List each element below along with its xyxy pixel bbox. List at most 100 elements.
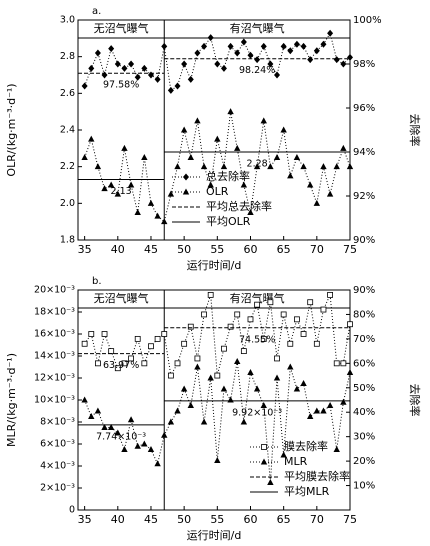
y2-tick-label: 80% xyxy=(353,309,375,320)
triangle-marker xyxy=(187,402,194,408)
square-marker xyxy=(201,311,207,318)
y-tick-label: 2.0 xyxy=(60,198,75,209)
square-marker xyxy=(227,323,234,330)
square-marker xyxy=(333,360,340,367)
diamond-marker xyxy=(134,73,141,81)
triangle-marker xyxy=(240,181,248,188)
triangle-marker xyxy=(306,413,314,419)
triangle-marker xyxy=(107,181,115,188)
legend-marker xyxy=(260,458,268,465)
diamond-marker xyxy=(154,75,161,83)
triangle-marker xyxy=(333,163,340,170)
y-tick-label: 12×10⁻³ xyxy=(34,373,75,384)
diamond-marker xyxy=(181,60,188,68)
triangle-marker xyxy=(260,402,267,408)
square-marker xyxy=(154,335,161,342)
triangle-marker xyxy=(280,451,287,458)
square-marker xyxy=(347,321,353,328)
square-marker xyxy=(294,316,300,323)
triangle-marker xyxy=(287,363,294,370)
y-tick-label: 4×10⁻³ xyxy=(40,461,75,472)
y2-axis-label: 去除率 xyxy=(408,114,422,147)
triangle-marker xyxy=(127,181,135,188)
y-tick-label: 2.2 xyxy=(60,161,75,172)
triangle-marker xyxy=(287,172,294,179)
square-marker xyxy=(187,323,194,330)
triangle-marker xyxy=(253,163,261,170)
x-tick-label: 65 xyxy=(277,243,291,256)
y2-tick-label: 70% xyxy=(353,334,375,345)
triangle-marker xyxy=(273,154,281,160)
y-tick-label: 8×10⁻³ xyxy=(40,417,75,428)
diamond-marker xyxy=(174,82,181,90)
triangle-marker xyxy=(326,402,334,408)
triangle-marker xyxy=(273,374,281,381)
y2-tick-label: 92% xyxy=(353,191,375,202)
x-tick-label: 70 xyxy=(310,243,324,256)
triangle-marker xyxy=(194,117,201,124)
y2-tick-label: 40% xyxy=(353,407,375,418)
triangle-marker xyxy=(180,385,188,392)
triangle-marker xyxy=(134,209,141,215)
legend-label: 总去除率 xyxy=(206,169,250,183)
x-tick-label: 65 xyxy=(277,513,291,526)
diamond-marker xyxy=(340,60,347,68)
x-tick-label: 40 xyxy=(111,243,125,256)
triangle-marker xyxy=(267,163,274,170)
x-axis-label: 运行时间/d xyxy=(187,529,242,542)
legend-marker xyxy=(183,173,189,181)
y2-tick-label: 50% xyxy=(353,383,375,394)
triangle-marker xyxy=(207,374,214,381)
diamond-marker xyxy=(247,51,254,59)
triangle-marker xyxy=(346,163,354,170)
square-marker xyxy=(240,348,247,355)
triangle-marker xyxy=(293,154,301,160)
triangle-marker xyxy=(134,442,141,449)
diamond-marker xyxy=(287,47,294,55)
triangle-marker xyxy=(200,163,208,170)
triangle-marker xyxy=(333,446,340,452)
square-marker xyxy=(141,360,148,367)
x-tick-label: 50 xyxy=(177,243,191,256)
panel-label: a. xyxy=(92,6,101,17)
y-tick-label: 6×10⁻³ xyxy=(40,439,75,450)
square-marker xyxy=(214,372,221,379)
diamond-marker xyxy=(81,82,88,90)
legend-marker xyxy=(261,444,267,450)
y-tick-label: 2.6 xyxy=(60,88,75,99)
triangle-marker xyxy=(220,385,228,392)
triangle-marker xyxy=(300,380,307,386)
diamond-marker xyxy=(254,56,261,64)
square-marker xyxy=(121,360,128,367)
legend-label: 平均MLR xyxy=(284,485,330,498)
triangle-marker xyxy=(234,358,241,364)
triangle-marker xyxy=(247,369,254,375)
triangle-marker xyxy=(88,413,95,419)
triangle-marker xyxy=(141,440,148,447)
diamond-marker xyxy=(293,40,300,48)
square-marker xyxy=(95,360,101,367)
triangle-marker xyxy=(260,117,267,124)
legend-label: 平均总去除率 xyxy=(206,199,272,213)
triangle-marker xyxy=(174,163,181,170)
triangle-marker xyxy=(194,363,201,370)
x-tick-label: 50 xyxy=(177,513,191,526)
x-tick-label: 55 xyxy=(210,243,224,256)
y2-tick-label: 96% xyxy=(353,103,375,114)
series-line xyxy=(84,361,351,483)
square-marker xyxy=(108,348,115,355)
triangle-marker xyxy=(340,144,347,151)
y-tick-label: 0 xyxy=(69,505,75,516)
diamond-marker xyxy=(121,64,128,72)
legend-label: 平均膜去除率 xyxy=(284,469,350,483)
mean-label: 98.24% xyxy=(239,65,275,76)
square-marker xyxy=(81,340,88,347)
triangle-marker xyxy=(81,396,88,403)
triangle-marker xyxy=(167,190,175,197)
square-marker xyxy=(287,340,294,347)
triangle-marker xyxy=(121,144,128,151)
triangle-marker xyxy=(94,407,102,414)
triangle-marker xyxy=(154,212,161,219)
triangle-marker xyxy=(88,135,95,142)
triangle-marker xyxy=(141,154,148,160)
